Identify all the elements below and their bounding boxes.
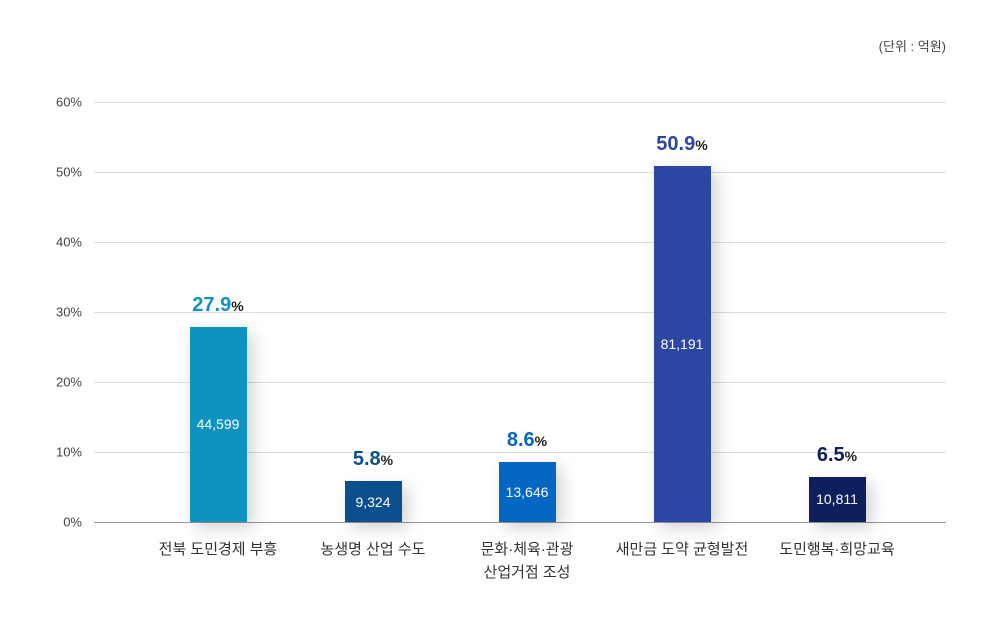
y-tick-label: 50% (55, 164, 82, 180)
bar-amount-label: 81,191 (660, 335, 704, 352)
gridline (94, 452, 946, 453)
x-category-label: 도민행복·희망교육 (757, 538, 917, 561)
gridline (94, 172, 946, 173)
bar-percent-label: 8.6% (467, 429, 587, 452)
bar: 13,646 (498, 461, 556, 522)
gridline (94, 382, 946, 383)
category-label-line: 전북 도민경제 부흥 (158, 541, 278, 558)
bar: 10,811 (808, 476, 866, 522)
bar-percent-label: 5.8% (313, 448, 433, 471)
bar-percent-label: 50.9% (622, 133, 742, 156)
percent-value: 8.6 (506, 428, 535, 451)
bar-amount-label: 44,599 (196, 416, 240, 433)
category-label-line: 산업거점 조성 (483, 564, 571, 581)
percent-sign: % (534, 432, 548, 449)
bar-amount-label: 10,811 (816, 491, 858, 508)
percent-sign: % (844, 447, 858, 464)
percent-value: 5.8 (352, 448, 381, 471)
percent-sign: % (231, 297, 244, 314)
bar: 9,324 (344, 481, 402, 522)
percent-sign: % (695, 136, 708, 153)
bar-amount-label: 9,324 (355, 493, 391, 510)
category-label-line: 새만금 도약 균형발전 (615, 541, 749, 558)
bar: 44,599 (189, 326, 247, 522)
y-tick-label: 20% (55, 374, 82, 390)
unit-note: (단위 : 억원) (878, 39, 946, 54)
gridline (94, 242, 946, 243)
percent-sign: % (380, 452, 394, 469)
bar: 81,191 (653, 165, 711, 522)
percent-value: 50.9 (656, 132, 696, 155)
category-label-line: 도민행복·희망교육 (779, 541, 895, 558)
bar-percent-label: 6.5% (777, 444, 897, 467)
y-tick-label: 60% (55, 94, 82, 110)
y-tick-label: 0% (63, 514, 82, 530)
y-tick-label: 10% (55, 444, 82, 460)
bar-percent-label: 27.9% (158, 294, 278, 317)
category-label-line: 문화·체육·관광 (480, 541, 574, 558)
x-category-label: 새만금 도약 균형발전 (602, 538, 762, 561)
gridline (94, 102, 946, 103)
y-tick-label: 40% (55, 234, 82, 250)
percent-value: 6.5 (816, 443, 845, 466)
gridline (94, 312, 946, 313)
x-category-label: 전북 도민경제 부흥 (138, 538, 298, 561)
bar-amount-label: 13,646 (505, 483, 549, 500)
x-axis-line (94, 522, 946, 523)
x-category-label: 농생명 산업 수도 (293, 538, 453, 561)
category-label-line: 농생명 산업 수도 (320, 541, 426, 558)
y-tick-label: 30% (55, 304, 82, 320)
percent-value: 27.9 (192, 293, 232, 316)
